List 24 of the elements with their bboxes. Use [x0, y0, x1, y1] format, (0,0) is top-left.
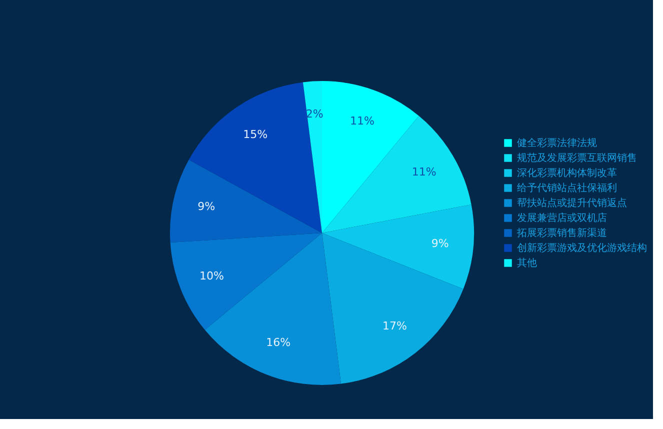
legend-label: 其他 — [517, 257, 537, 269]
legend-label: 规范及发展彩票互联网销售 — [517, 152, 637, 164]
data-label: 9% — [431, 237, 449, 250]
pie-slice — [170, 160, 322, 243]
pie-slice — [322, 116, 472, 233]
legend-label: 帮扶站点或提升代销返点 — [517, 197, 627, 209]
data-label: 10% — [200, 270, 224, 283]
data-label: 9% — [198, 200, 216, 214]
data-label: 11% — [350, 114, 374, 128]
legend-label: 深化彩票机构体制改革 — [517, 167, 617, 179]
pie-slice — [322, 233, 464, 384]
legend-label: 拓展彩票销售新渠道 — [516, 227, 607, 239]
pie-slice — [188, 82, 322, 233]
legend-label: 创新彩票游戏及优化游戏结构 — [517, 242, 647, 254]
legend-label: 健全彩票法律法规 — [517, 137, 597, 149]
data-label: 17% — [382, 320, 407, 333]
data-label: 11% — [412, 166, 436, 179]
pie-slice — [302, 81, 322, 233]
data-label: 16% — [266, 336, 291, 350]
data-label: 15% — [243, 128, 268, 141]
legend-label: 给予代销站点社保福利 — [517, 182, 617, 194]
pie-slice — [170, 233, 322, 330]
legend-label: 发展兼营店或双机店 — [517, 212, 607, 224]
pie-slice — [322, 204, 474, 289]
